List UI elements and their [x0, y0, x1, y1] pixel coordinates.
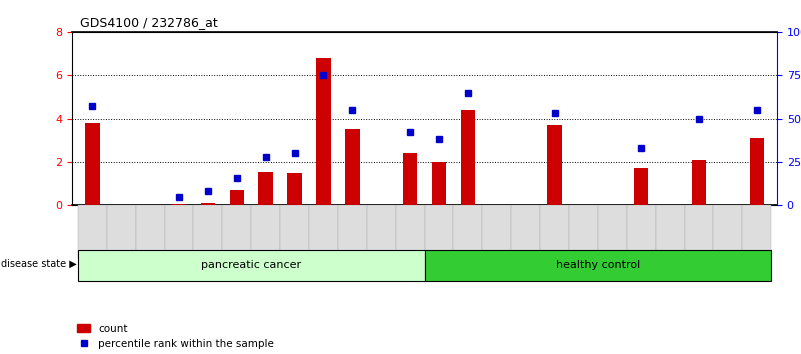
- Bar: [743, 205, 771, 258]
- Bar: [78, 205, 107, 258]
- Bar: [338, 205, 367, 258]
- Bar: [164, 205, 193, 258]
- Bar: [309, 205, 338, 258]
- Bar: [547, 125, 562, 205]
- Bar: [135, 205, 164, 258]
- Bar: [425, 250, 771, 281]
- Bar: [345, 130, 360, 205]
- Bar: [714, 205, 743, 258]
- Bar: [288, 173, 302, 205]
- Bar: [396, 205, 425, 258]
- Bar: [750, 138, 764, 205]
- Bar: [598, 205, 626, 258]
- Legend: count, percentile rank within the sample: count, percentile rank within the sample: [78, 324, 274, 349]
- Bar: [316, 58, 331, 205]
- Bar: [569, 205, 598, 258]
- Bar: [626, 205, 656, 258]
- Bar: [634, 169, 649, 205]
- Bar: [78, 250, 425, 281]
- Bar: [692, 160, 706, 205]
- Bar: [482, 205, 511, 258]
- Bar: [685, 205, 714, 258]
- Bar: [432, 162, 446, 205]
- Bar: [223, 205, 252, 258]
- Bar: [425, 205, 453, 258]
- Text: GDS4100 / 232786_at: GDS4100 / 232786_at: [80, 16, 218, 29]
- Bar: [453, 205, 482, 258]
- Bar: [367, 205, 396, 258]
- Bar: [171, 204, 186, 205]
- Text: pancreatic cancer: pancreatic cancer: [201, 260, 301, 270]
- Bar: [403, 153, 417, 205]
- Text: healthy control: healthy control: [556, 260, 640, 270]
- Bar: [193, 205, 223, 258]
- Bar: [200, 203, 215, 205]
- Bar: [280, 205, 309, 258]
- Bar: [230, 190, 244, 205]
- Bar: [511, 205, 540, 258]
- Bar: [107, 205, 135, 258]
- Bar: [656, 205, 685, 258]
- Bar: [252, 205, 280, 258]
- Bar: [259, 172, 273, 205]
- Bar: [85, 123, 99, 205]
- Bar: [540, 205, 569, 258]
- Bar: [461, 110, 475, 205]
- Text: disease state ▶: disease state ▶: [1, 259, 77, 269]
